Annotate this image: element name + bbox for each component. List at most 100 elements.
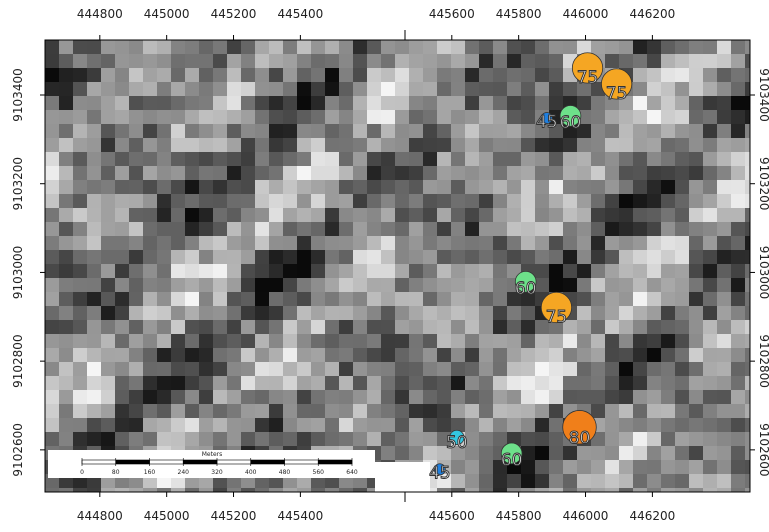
- raster-cell: [745, 460, 750, 474]
- raster-cell: [297, 404, 311, 418]
- raster-cell: [591, 390, 605, 404]
- raster-cell: [409, 208, 423, 222]
- raster-cell: [269, 236, 283, 250]
- raster-cell: [549, 334, 563, 348]
- raster-cell: [535, 68, 549, 82]
- raster-cell: [311, 180, 325, 194]
- raster-cell: [395, 432, 409, 446]
- raster-cell: [465, 376, 479, 390]
- raster-cell: [73, 208, 87, 222]
- raster-cell: [535, 264, 549, 278]
- raster-cell: [675, 68, 689, 82]
- raster-cell: [325, 376, 339, 390]
- raster-cell: [395, 96, 409, 110]
- raster-cell: [493, 292, 507, 306]
- raster-cell: [367, 40, 381, 54]
- raster-cell: [353, 152, 367, 166]
- raster-cell: [577, 250, 591, 264]
- raster-cell: [661, 334, 675, 348]
- raster-cell: [59, 334, 73, 348]
- raster-cell: [255, 334, 269, 348]
- raster-cell: [241, 488, 255, 492]
- raster-cell: [199, 320, 213, 334]
- raster-cell: [507, 152, 521, 166]
- scale-bar-label: 480: [279, 469, 291, 476]
- raster-cell: [59, 488, 73, 492]
- raster-cell: [325, 488, 339, 492]
- raster-cell: [59, 250, 73, 264]
- raster-cell: [143, 138, 157, 152]
- raster-cell: [353, 418, 367, 432]
- raster-cell: [87, 152, 101, 166]
- raster-cell: [577, 40, 591, 54]
- raster-cell: [367, 404, 381, 418]
- raster-cell: [409, 432, 423, 446]
- raster-cell: [283, 180, 297, 194]
- raster-cell: [521, 124, 535, 138]
- raster-cell: [255, 404, 269, 418]
- raster-cell: [101, 166, 115, 180]
- raster-cell: [339, 222, 353, 236]
- raster-cell: [409, 68, 423, 82]
- raster-cell: [171, 306, 185, 320]
- raster-cell: [521, 68, 535, 82]
- raster-cell: [409, 334, 423, 348]
- raster-cell: [493, 40, 507, 54]
- raster-cell: [465, 404, 479, 418]
- raster-cell: [255, 110, 269, 124]
- raster-cell: [647, 152, 661, 166]
- raster-cell: [577, 152, 591, 166]
- raster-cell: [717, 236, 731, 250]
- raster-cell: [745, 110, 750, 124]
- raster-cell: [269, 292, 283, 306]
- raster-cell: [479, 222, 493, 236]
- raster-cell: [745, 40, 750, 54]
- raster-cell: [437, 40, 451, 54]
- raster-cell: [297, 40, 311, 54]
- raster-cell: [577, 236, 591, 250]
- raster-cell: [591, 348, 605, 362]
- raster-cell: [59, 68, 73, 82]
- raster-cell: [437, 166, 451, 180]
- site-label: 75: [546, 308, 568, 328]
- raster-cell: [451, 222, 465, 236]
- raster-cell: [311, 362, 325, 376]
- raster-cell: [535, 222, 549, 236]
- raster-cell: [745, 446, 750, 460]
- raster-cell: [311, 110, 325, 124]
- raster-cell: [395, 292, 409, 306]
- raster-cell: [409, 40, 423, 54]
- raster-cell: [507, 68, 521, 82]
- raster-cell: [241, 110, 255, 124]
- raster-cell: [297, 376, 311, 390]
- raster-cell: [465, 194, 479, 208]
- raster-cell: [157, 138, 171, 152]
- y-tick-label: 9103400: [11, 68, 25, 121]
- raster-cell: [171, 488, 185, 492]
- raster-cell: [549, 390, 563, 404]
- raster-cell: [325, 404, 339, 418]
- raster-cell: [745, 292, 750, 306]
- raster-cell: [73, 222, 87, 236]
- raster-cell: [647, 320, 661, 334]
- scale-bar-segment: [82, 460, 116, 464]
- raster-cell: [675, 292, 689, 306]
- raster-cell: [423, 404, 437, 418]
- raster-cell: [675, 194, 689, 208]
- raster-cell: [479, 110, 493, 124]
- raster-cell: [451, 236, 465, 250]
- raster-cell: [297, 82, 311, 96]
- raster-cell: [619, 264, 633, 278]
- raster-cell: [213, 54, 227, 68]
- raster-cell: [213, 82, 227, 96]
- raster-cell: [465, 362, 479, 376]
- raster-cell: [129, 40, 143, 54]
- raster-cell: [633, 54, 647, 68]
- y-tick-label: 9103000: [757, 246, 769, 299]
- raster-cell: [269, 432, 283, 446]
- raster-cell: [367, 110, 381, 124]
- raster-cell: [367, 124, 381, 138]
- raster-cell: [255, 362, 269, 376]
- raster-cell: [87, 278, 101, 292]
- raster-cell: [647, 180, 661, 194]
